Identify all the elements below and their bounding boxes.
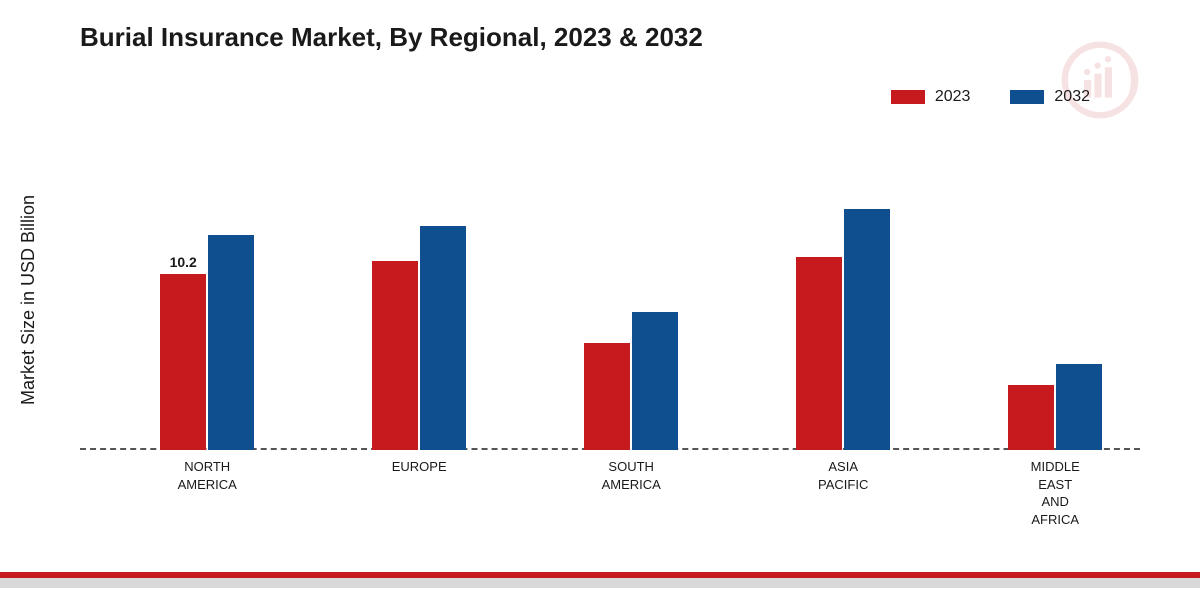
x-axis-category-label: NORTHAMERICA — [178, 458, 237, 493]
footer-grey-stripe — [0, 578, 1200, 588]
chart-title: Burial Insurance Market, By Regional, 20… — [80, 22, 703, 53]
legend-label-2032: 2032 — [1054, 88, 1090, 106]
y-axis-label: Market Size in USD Billion — [18, 195, 39, 405]
bar-group — [1008, 364, 1102, 450]
bar-group — [372, 226, 466, 450]
x-axis-category-label: SOUTHAMERICA — [602, 458, 661, 493]
bar-rect — [844, 209, 890, 450]
bar — [796, 257, 842, 450]
bar-rect — [1008, 385, 1054, 450]
legend-swatch-2032 — [1010, 90, 1044, 104]
legend-item-2032: 2032 — [1010, 88, 1090, 106]
bar — [632, 312, 678, 450]
bar — [584, 343, 630, 450]
bar-rect — [1056, 364, 1102, 450]
bar-rect — [796, 257, 842, 450]
x-axis-category-label: EUROPE — [392, 458, 447, 476]
legend-label-2023: 2023 — [935, 88, 971, 106]
plot-area: 10.2 — [80, 140, 1140, 450]
bar: 10.2 — [160, 274, 206, 450]
bar-group — [584, 312, 678, 450]
bar — [420, 226, 466, 450]
legend-swatch-2023 — [891, 90, 925, 104]
legend: 2023 2032 — [891, 88, 1090, 106]
bar — [1008, 385, 1054, 450]
bar — [844, 209, 890, 450]
bar-rect — [160, 274, 206, 450]
legend-item-2023: 2023 — [891, 88, 971, 106]
bar — [208, 235, 254, 450]
bar-rect — [372, 261, 418, 450]
x-axis-category-label: MIDDLEEASTANDAFRICA — [1031, 458, 1080, 528]
bar-rect — [632, 312, 678, 450]
bar-value-label: 10.2 — [160, 254, 206, 270]
footer-accent-bar — [0, 572, 1200, 588]
bar-group: 10.2 — [160, 235, 254, 450]
bar — [1056, 364, 1102, 450]
bar-rect — [420, 226, 466, 450]
bar-group — [796, 209, 890, 450]
bar — [372, 261, 418, 450]
watermark-logo-icon — [1060, 40, 1140, 120]
bar-rect — [584, 343, 630, 450]
bar-rect — [208, 235, 254, 450]
x-axis-category-label: ASIAPACIFIC — [818, 458, 868, 493]
